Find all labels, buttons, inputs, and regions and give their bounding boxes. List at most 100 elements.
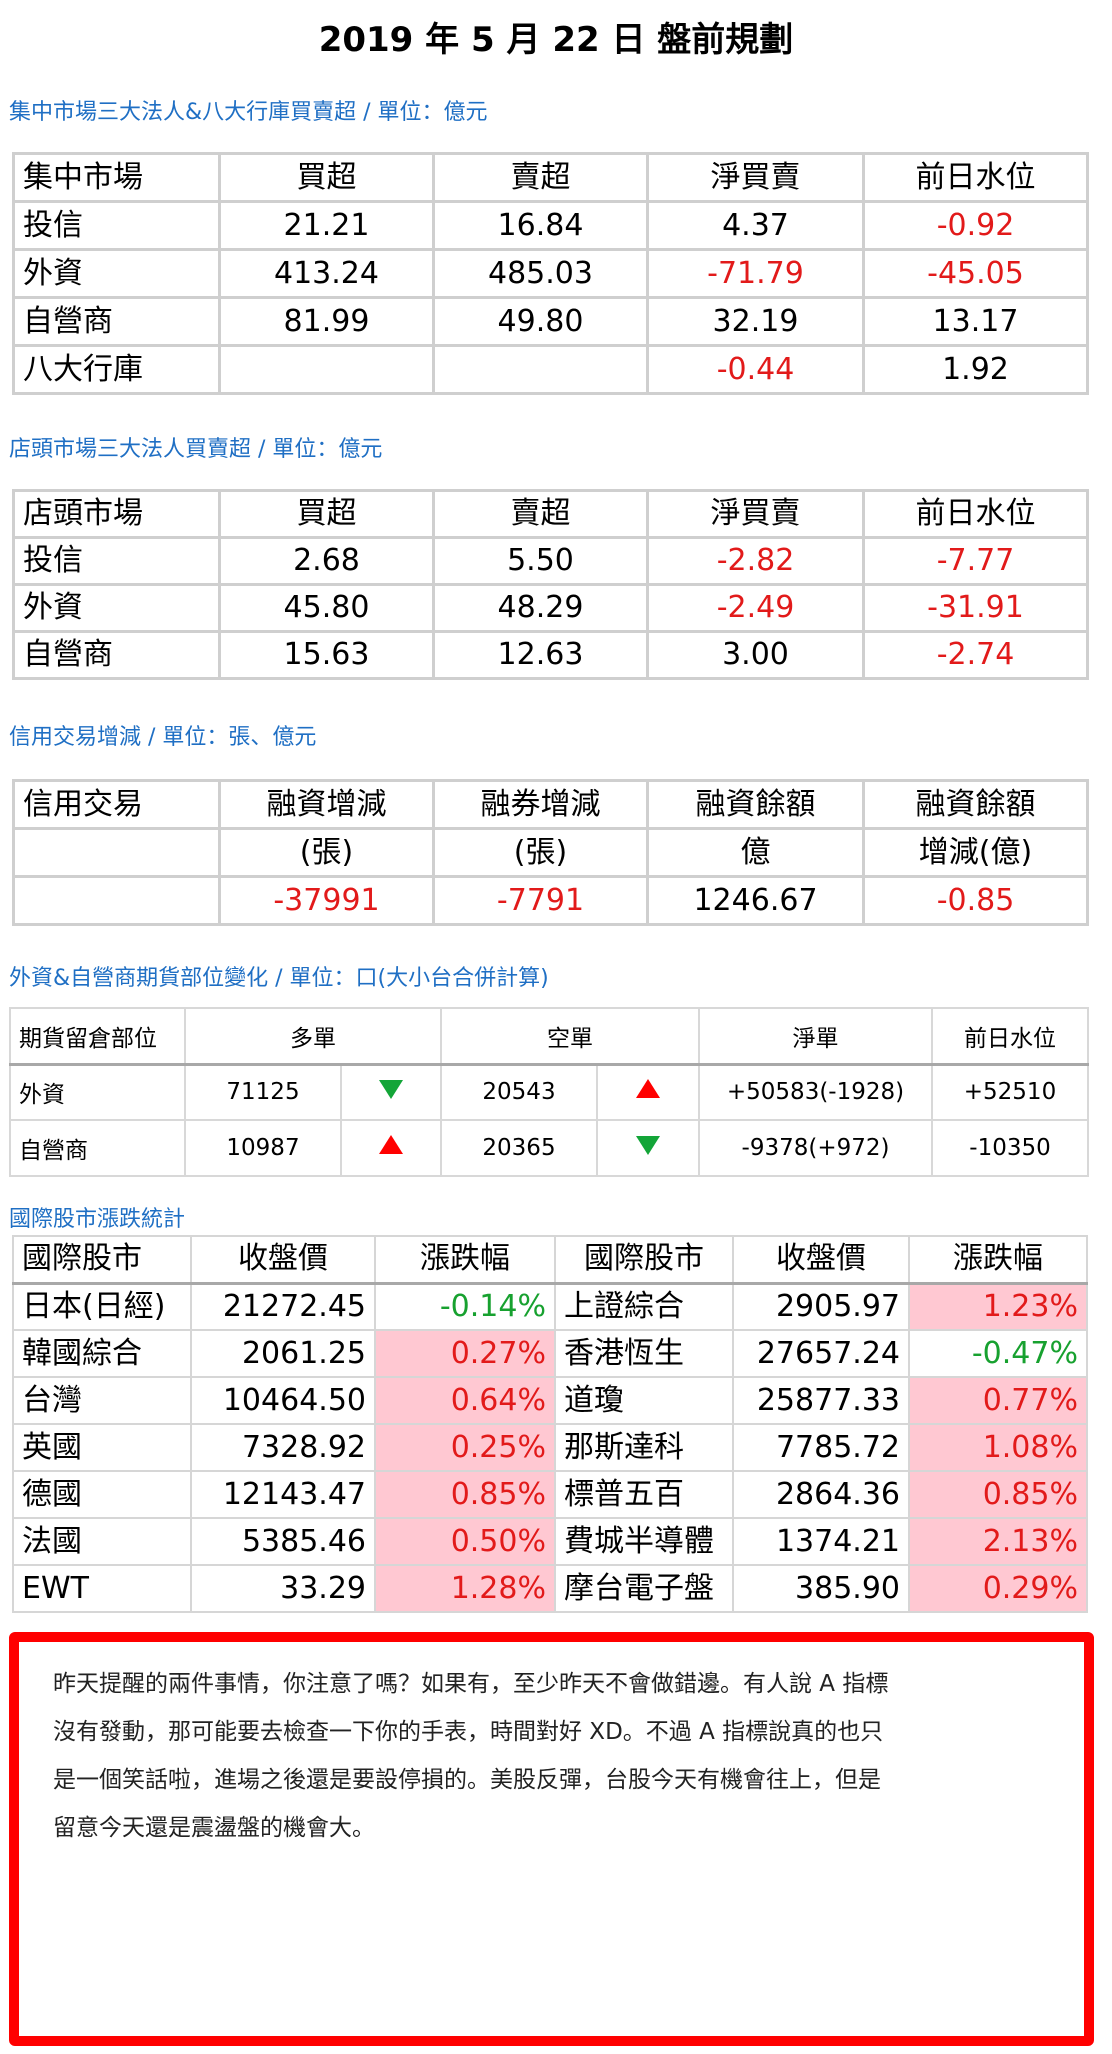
subheader-cell: 增減(億) [862,827,1089,878]
listed-market-table: 集中市場 買超 賣超 淨買賣 前日水位 投信 21.21 16.84 4.37 … [12,152,1089,395]
long-cell: 10987 [184,1119,342,1177]
buy-cell: 21.21 [218,200,435,251]
table-header-row: 期貨留倉部位 多單 空單 淨單 前日水位 [9,1007,1089,1066]
close-price: 21272.45 [190,1282,376,1331]
market-name: 那斯達科 [554,1423,734,1472]
market-name: 道瓊 [554,1376,734,1425]
prev-cell: +52510 [931,1063,1089,1121]
row-label: 外資 [12,583,221,633]
market-name: 法國 [12,1517,192,1566]
header-cell: 融券增減 [432,779,649,830]
commentary-line: 昨天提醒的兩件事情，你注意了嗎？如果有，至少昨天不會做錯邊。有人說 A 指標 [53,1671,889,1697]
buy-cell: 45.80 [218,583,435,633]
close-price: 2905.97 [732,1282,910,1331]
sell-cell: 48.29 [432,583,649,633]
commentary-line: 是一個笑話啦，進場之後還是要設停損的。美股反彈，台股今天有機會往上，但是 [53,1767,881,1793]
header-cell: 賣超 [432,152,649,203]
change-pct: -0.14% [374,1282,556,1331]
net-cell: -71.79 [646,248,865,299]
subheader-cell [12,827,221,878]
market-name: 韓國綜合 [12,1329,192,1378]
header-cell: 漲跌幅 [908,1235,1088,1285]
close-price: 12143.47 [190,1470,376,1519]
sell-cell: 485.03 [432,248,649,299]
table-row: 自營商 15.63 12.63 3.00 -2.74 [12,630,1089,680]
triangle-up-icon [636,1079,660,1099]
market-name: 香港恆生 [554,1329,734,1378]
table-row: -37991 -7791 1246.67 -0.85 [12,875,1089,926]
row-label: 外資 [9,1063,186,1121]
net-cell: 32.19 [646,296,865,347]
table-row: 日本(日經) 21272.45 -0.14% 上證綜合 2905.97 1.23… [12,1282,1088,1331]
sell-cell: 16.84 [432,200,649,251]
market-name: 上證綜合 [554,1282,734,1331]
net-cell: 4.37 [646,200,865,251]
market-name: 標普五百 [554,1470,734,1519]
subheader-cell: (張) [432,827,649,878]
close-price: 33.29 [190,1564,376,1613]
row-label: 投信 [12,536,221,586]
market-name: 台灣 [12,1376,192,1425]
market-name: EWT [12,1564,192,1613]
header-cell: 買超 [218,489,435,539]
header-cell: 融資增減 [218,779,435,830]
net-cell: +50583(-1928) [698,1063,933,1121]
change-pct: -0.47% [908,1329,1088,1378]
table-header-row: 國際股市 收盤價 漲跌幅 國際股市 收盤價 漲跌幅 [12,1235,1088,1285]
commentary-text: 昨天提醒的兩件事情，你注意了嗎？如果有，至少昨天不會做錯邊。有人說 A 指標 沒… [53,1660,1073,1852]
short-cell: 20365 [440,1119,598,1177]
close-price: 27657.24 [732,1329,910,1378]
header-cell: 漲跌幅 [374,1235,556,1285]
header-cell: 融資餘額 [862,779,1089,830]
table-row: EWT 33.29 1.28% 摩台電子盤 385.90 0.29% [12,1564,1088,1613]
table-row: 自營商 81.99 49.80 32.19 13.17 [12,296,1089,347]
sell-cell: 49.80 [432,296,649,347]
row-label: 外資 [12,248,221,299]
table-row: 英國 7328.92 0.25% 那斯達科 7785.72 1.08% [12,1423,1088,1472]
header-cell: 淨單 [698,1007,933,1066]
close-price: 10464.50 [190,1376,376,1425]
buy-cell: 15.63 [218,630,435,680]
subheader-cell: (張) [218,827,435,878]
market-name: 日本(日經) [12,1282,192,1331]
close-price: 2061.25 [190,1329,376,1378]
header-cell: 前日水位 [931,1007,1089,1066]
page-title: 2019 年 5 月 22 日 盤前規劃 [318,20,794,60]
table-row: 投信 21.21 16.84 4.37 -0.92 [12,200,1089,251]
header-cell: 融資餘額 [646,779,865,830]
close-price: 5385.46 [190,1517,376,1566]
buy-cell: 413.24 [218,248,435,299]
change-pct: 0.85% [374,1470,556,1519]
close-price: 2864.36 [732,1470,910,1519]
commentary-box: 昨天提醒的兩件事情，你注意了嗎？如果有，至少昨天不會做錯邊。有人說 A 指標 沒… [9,1632,1094,2046]
row-label: 自營商 [12,296,221,347]
header-cell: 前日水位 [862,489,1089,539]
change-pct: 1.08% [908,1423,1088,1472]
sell-cell: 5.50 [432,536,649,586]
section-heading-listed-market: 集中市場三大法人&八大行庫買賣超 / 單位：億元 [9,100,488,125]
prev-cell: -0.92 [862,200,1089,251]
close-price: 7785.72 [732,1423,910,1472]
buy-cell: 81.99 [218,296,435,347]
table-header-row: 信用交易 融資增減 融券增減 融資餘額 融資餘額 [12,779,1089,830]
long-cell: 71125 [184,1063,342,1121]
otc-market-table: 店頭市場 買超 賣超 淨買賣 前日水位 投信 2.68 5.50 -2.82 -… [12,489,1089,680]
change-pct: 0.27% [374,1329,556,1378]
close-price: 7328.92 [190,1423,376,1472]
subheader-cell: 億 [646,827,865,878]
long-arrow-cell [340,1119,442,1177]
header-cell: 空單 [440,1007,700,1066]
row-label: 八大行庫 [12,344,221,395]
table-header-row: 店頭市場 買超 賣超 淨買賣 前日水位 [12,489,1089,539]
prev-cell: 1.92 [862,344,1089,395]
header-cell: 集中市場 [12,152,221,203]
table-row: 八大行庫 -0.44 1.92 [12,344,1089,395]
header-cell: 信用交易 [12,779,221,830]
header-cell: 賣超 [432,489,649,539]
table-row: 外資 45.80 48.29 -2.49 -31.91 [12,583,1089,633]
close-price: 385.90 [732,1564,910,1613]
global-markets-table: 國際股市 收盤價 漲跌幅 國際股市 收盤價 漲跌幅 日本(日經) 21272.4… [12,1235,1088,1613]
net-cell: -0.44 [646,344,865,395]
header-cell: 期貨留倉部位 [9,1007,186,1066]
row-label: 投信 [12,200,221,251]
